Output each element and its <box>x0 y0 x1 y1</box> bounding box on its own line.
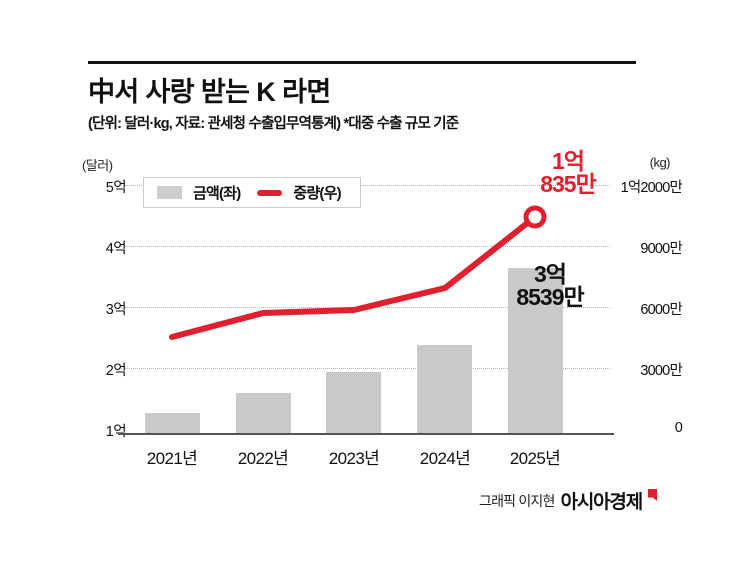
gridline-4 <box>120 246 610 247</box>
brand-logo-mark-icon <box>648 489 657 501</box>
brand-name: 아시아경제 <box>560 492 644 513</box>
left-axis-unit: (달러) <box>82 158 113 173</box>
left-tick-5: 5억 <box>105 180 127 196</box>
table-row <box>508 268 563 433</box>
line-value-line1: 1억 <box>552 148 585 174</box>
chart-legend: 금액(좌) 중량(우) <box>143 177 361 208</box>
left-tick-4: 4억 <box>105 241 127 257</box>
right-tick-60m: 6000만 <box>640 302 682 318</box>
bar-value-line2: 8539만 <box>516 284 584 311</box>
left-tick-3: 3억 <box>105 302 127 318</box>
left-tick-1: 1억 <box>105 424 127 440</box>
bar-value-callout: 3억 8539만 <box>490 261 610 311</box>
x-label-2025: 2025년 <box>509 449 561 468</box>
gridline-2 <box>120 368 610 369</box>
table-row <box>145 413 200 433</box>
legend-line-label: 중량(우) <box>293 185 341 202</box>
credit-line: 그래픽 이지현 아시아경제 <box>479 487 657 514</box>
line-value-line2: 835만 <box>540 171 597 198</box>
legend-bar-label: 금액(좌) <box>193 185 241 202</box>
weight-line-series <box>169 205 547 340</box>
line-value-callout: 1억 835만 <box>508 148 628 198</box>
right-axis-unit: (kg) <box>649 155 671 170</box>
credit-author: 그래픽 이지현 <box>479 492 555 509</box>
page-title: 中서 사랑 받는 K 라면 <box>88 77 331 107</box>
x-label-2023: 2023년 <box>328 449 380 468</box>
right-tick-120m: 1억2000만 <box>620 180 683 196</box>
table-row <box>326 372 381 433</box>
weight-line-endpoint-marker <box>523 205 547 229</box>
right-tick-0: 0 <box>674 420 683 436</box>
header-rule <box>88 61 636 64</box>
legend-bar-swatch-icon <box>157 186 182 199</box>
legend-line-swatch-icon <box>257 189 283 196</box>
weight-line-path <box>169 214 538 340</box>
x-label-2021: 2021년 <box>146 449 198 468</box>
right-tick-90m: 9000만 <box>640 241 682 257</box>
left-tick-2: 2억 <box>105 363 127 379</box>
table-row <box>417 345 472 433</box>
x-label-2022: 2022년 <box>237 449 289 468</box>
x-axis-baseline <box>118 433 614 435</box>
chart-plot-area <box>118 180 614 435</box>
right-tick-30m: 3000만 <box>640 363 682 379</box>
page-subtitle: (단위: 달러·kg, 자료: 관세청 수출입무역통계) *대중 수출 규모 기… <box>88 116 459 132</box>
gridline-5 <box>120 185 610 186</box>
table-row <box>236 393 291 433</box>
bar-value-line1: 3억 <box>534 261 567 287</box>
x-label-2024: 2024년 <box>419 449 471 468</box>
